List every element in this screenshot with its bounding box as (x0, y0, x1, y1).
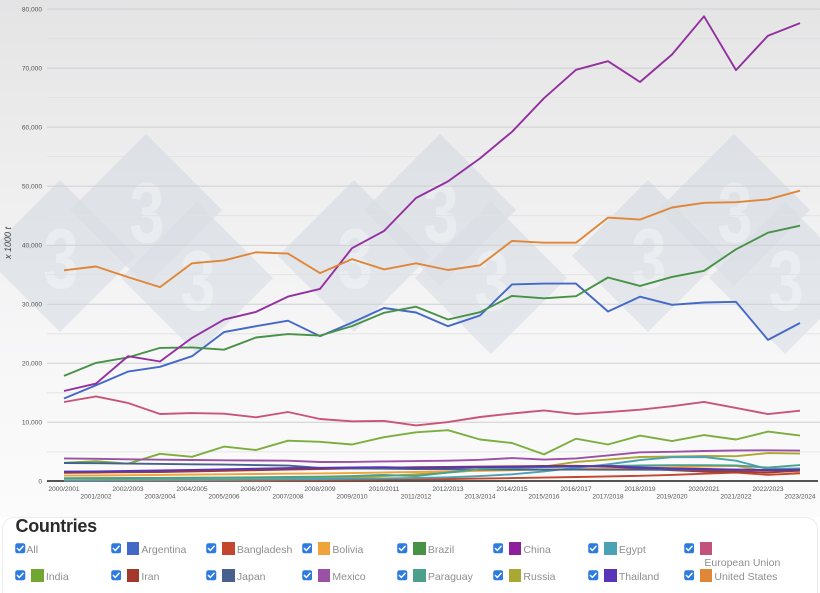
svg-text:2022/2023: 2022/2023 (752, 486, 784, 493)
svg-text:3: 3 (44, 212, 79, 307)
svg-text:3: 3 (769, 234, 804, 329)
svg-text:3: 3 (424, 166, 459, 261)
svg-text:2019/2020: 2019/2020 (656, 494, 688, 501)
svg-text:2002/2003: 2002/2003 (112, 486, 144, 493)
svg-text:2009/2010: 2009/2010 (336, 494, 368, 501)
svg-text:2023/2024: 2023/2024 (784, 494, 816, 501)
svg-text:2013/2014: 2013/2014 (464, 494, 496, 501)
svg-text:10,000: 10,000 (22, 420, 43, 427)
svg-text:2017/2018: 2017/2018 (592, 494, 624, 501)
svg-text:2011/2012: 2011/2012 (401, 494, 432, 501)
svg-text:2015/2016: 2015/2016 (528, 494, 560, 501)
svg-text:2016/2017: 2016/2017 (560, 486, 592, 493)
svg-text:2018/2019: 2018/2019 (624, 486, 656, 493)
svg-text:2000/2001: 2000/2001 (48, 486, 80, 493)
svg-text:2021/2022: 2021/2022 (720, 494, 752, 501)
svg-text:2005/2006: 2005/2006 (208, 494, 240, 501)
svg-text:3: 3 (718, 166, 753, 261)
svg-text:2010/2011: 2010/2011 (369, 486, 400, 493)
svg-text:2004/2005: 2004/2005 (176, 486, 208, 493)
svg-text:3: 3 (632, 212, 667, 307)
svg-text:0: 0 (38, 479, 42, 486)
svg-text:20,000: 20,000 (22, 361, 43, 368)
svg-text:80,000: 80,000 (22, 6, 43, 13)
svg-text:3: 3 (475, 234, 510, 329)
svg-text:2007/2008: 2007/2008 (272, 494, 304, 501)
svg-text:50,000: 50,000 (22, 183, 43, 190)
svg-text:70,000: 70,000 (22, 65, 43, 72)
svg-text:x 1000 t: x 1000 t (3, 226, 13, 260)
svg-text:60,000: 60,000 (22, 124, 43, 131)
svg-text:2006/2007: 2006/2007 (240, 486, 272, 493)
svg-text:40,000: 40,000 (22, 243, 43, 250)
svg-text:30,000: 30,000 (22, 302, 43, 309)
svg-text:2014/2015: 2014/2015 (496, 486, 528, 493)
svg-text:2020/2021: 2020/2021 (688, 486, 720, 493)
svg-text:3: 3 (181, 234, 216, 329)
svg-text:2003/2004: 2003/2004 (144, 494, 176, 501)
svg-text:2001/2002: 2001/2002 (80, 494, 112, 501)
svg-text:3: 3 (130, 166, 165, 261)
svg-text:2008/2009: 2008/2009 (304, 486, 336, 493)
svg-text:2012/2013: 2012/2013 (432, 486, 464, 493)
